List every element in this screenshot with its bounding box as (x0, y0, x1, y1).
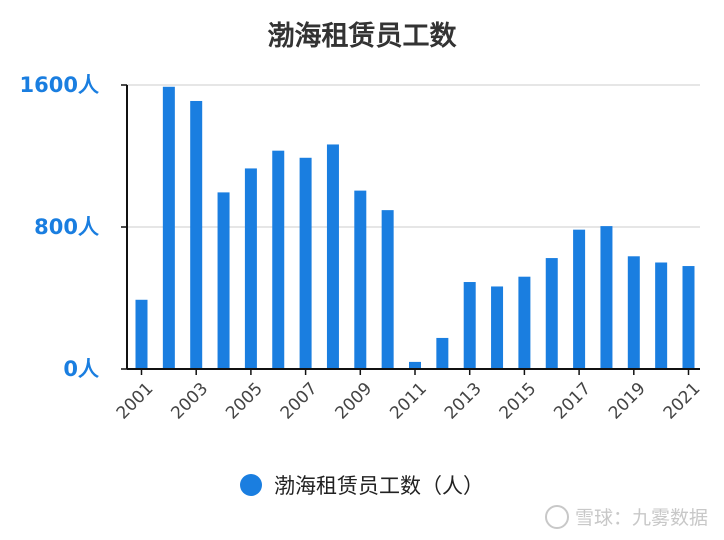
bar (326, 144, 339, 369)
x-tick-label: 2019 (605, 379, 650, 424)
x-tick-label: 2009 (332, 379, 377, 424)
bar (409, 361, 421, 369)
x-tick-label: 2001 (113, 379, 158, 424)
legend-swatch (240, 474, 262, 496)
watermark: 雪球：九雾数据 (544, 503, 708, 530)
bar (518, 276, 531, 369)
bar (272, 150, 285, 369)
y-tick-label: 1600人 (20, 73, 99, 97)
x-tick-label: 2015 (496, 379, 541, 424)
bar (463, 282, 476, 369)
x-tick-label: 2017 (550, 379, 595, 424)
bar (190, 100, 203, 369)
bar (354, 190, 367, 369)
bar (381, 210, 394, 369)
bar (436, 337, 449, 369)
legend: 渤海租赁员工数（人） (0, 470, 724, 500)
bar (573, 229, 586, 369)
x-tick-label: 2003 (167, 379, 212, 424)
chart-title: 渤海租赁员工数 (267, 21, 457, 52)
x-tick-label: 2007 (277, 379, 322, 424)
y-tick-label: 0人 (63, 357, 99, 381)
legend-label: 渤海租赁员工数（人） (274, 474, 484, 498)
bar (682, 266, 695, 369)
watermark-text: 雪球：九雾数据 (574, 507, 708, 529)
bar (162, 86, 175, 370)
bar (135, 299, 148, 369)
bar (217, 192, 230, 369)
bar (545, 258, 558, 369)
bar (655, 262, 668, 369)
bar (244, 168, 257, 369)
bar (299, 157, 312, 369)
y-tick-label: 800人 (34, 215, 99, 239)
snowball-logo-icon (544, 504, 569, 529)
bar (600, 226, 613, 369)
bar (491, 286, 504, 369)
x-tick-label: 2013 (441, 379, 486, 424)
x-tick-label: 2021 (660, 379, 705, 424)
bar (627, 256, 640, 369)
x-tick-label: 2011 (386, 379, 431, 424)
x-tick-label: 2005 (222, 379, 267, 424)
